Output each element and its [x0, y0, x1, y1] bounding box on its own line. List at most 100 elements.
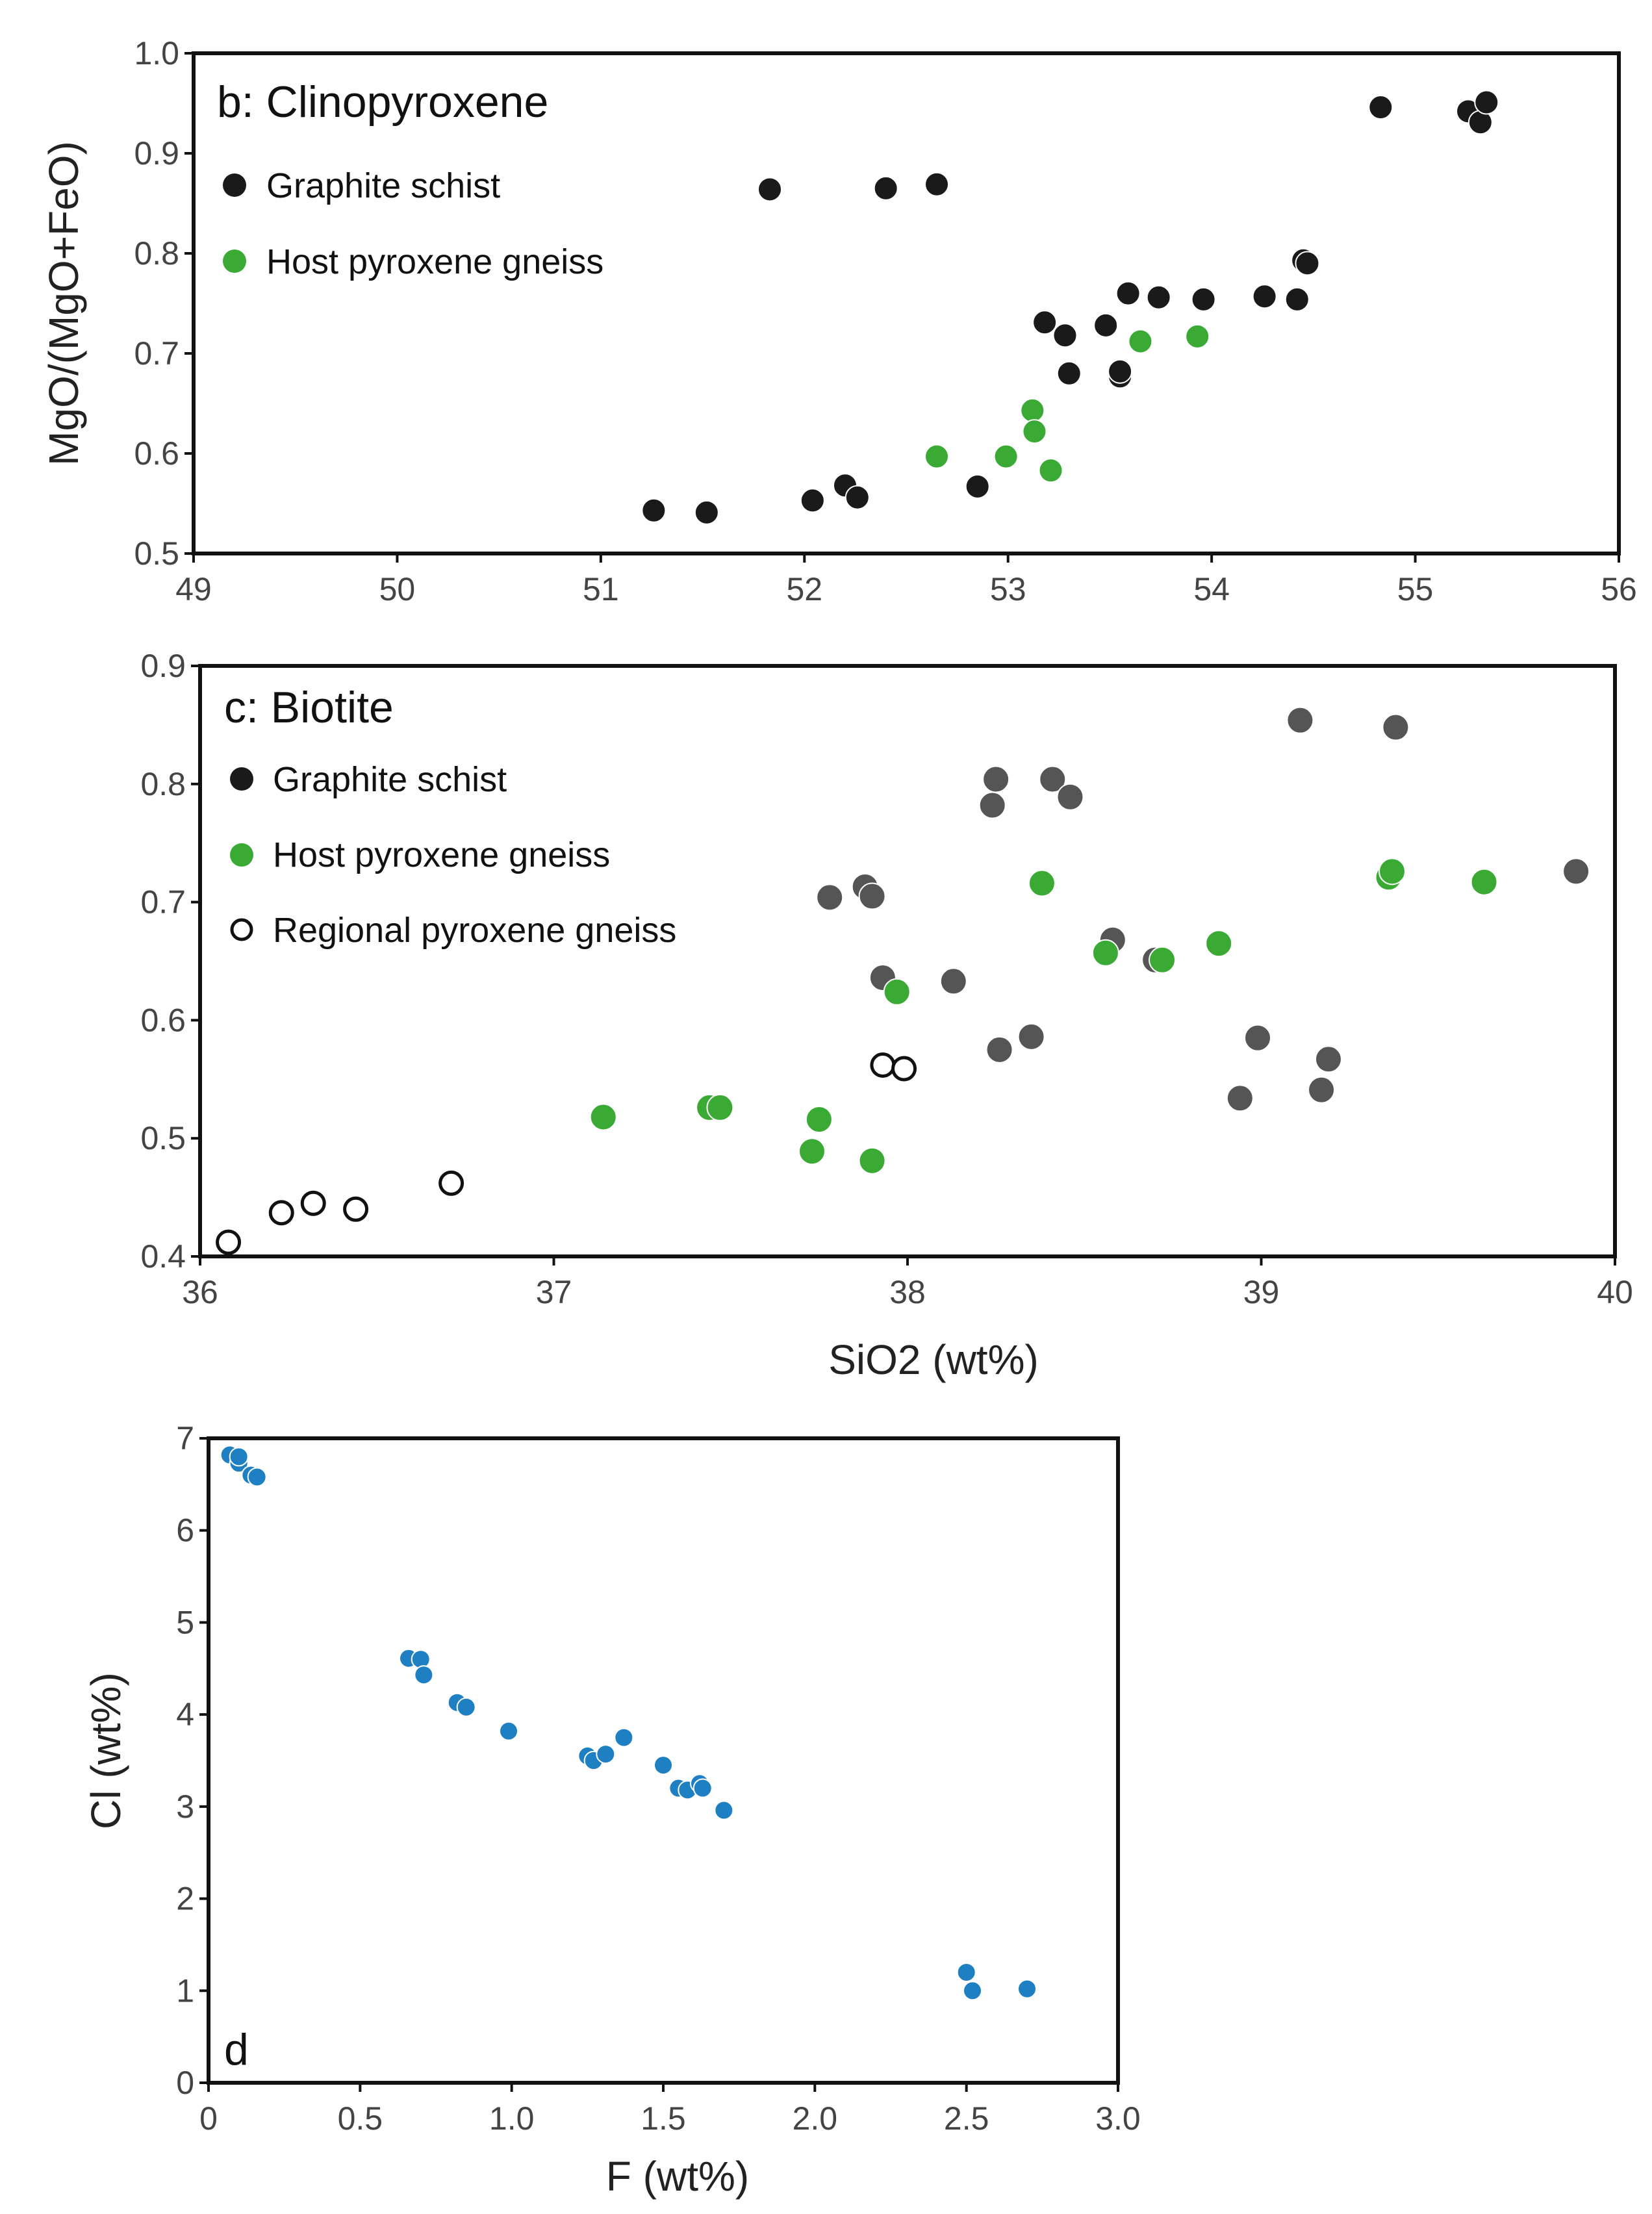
panel-c-point-graphite-schist: [1056, 783, 1084, 811]
panel-c-point-graphite-schist: [816, 884, 844, 911]
panel-d-point-series-0: [654, 1755, 673, 1775]
panel-b-point-host-pyroxene-gneiss: [1128, 329, 1153, 354]
panel-d-y-tick-label: 0: [176, 2065, 194, 2101]
panel-c-point-host-pyroxene-gneiss: [805, 1106, 833, 1134]
panel-c-point-host-pyroxene-gneiss: [798, 1138, 826, 1165]
panel-c-biotite: 36 37 38 39 400.40.50.60.70.80.9 c: Biotite …: [140, 648, 1633, 1383]
panel-b-x-tick-label: 52: [786, 571, 822, 607]
panel-c-point-regional-pyroxene-gneiss: [343, 1196, 369, 1222]
panel-c-point-host-pyroxene-gneiss: [706, 1093, 734, 1121]
panel-c-point-regional-pyroxene-gneiss: [300, 1190, 326, 1216]
panel-c-point-graphite-schist: [1382, 713, 1410, 741]
panel-d-point-series-0: [956, 1962, 976, 1982]
panel-b-title: b: Clinopyroxene: [217, 77, 548, 127]
panel-b-point-host-pyroxene-gneiss: [1185, 324, 1210, 349]
panel-d-cl-vs-f: 0 0.5 1.0 1.5 2.0 2.5 3.0 0 1 2 3 4 5 6 7 d F (wt%) Cl…: [83, 1420, 1141, 2200]
panel-c-legend-marker-host-pyroxene-gneiss: [230, 843, 253, 867]
panel-d-x-tick-label: 0.5: [338, 2100, 383, 2137]
panel-b-points: [641, 90, 1499, 525]
panel-c-point-host-pyroxene-gneiss: [589, 1103, 617, 1131]
panel-b-point-graphite-schist: [1032, 310, 1058, 335]
panel-b-clinopyroxene: 49 50 51 52 53 54 55 56 0.5 0.6 0.7 0.8 0.9 1.0 b: Cl…: [40, 35, 1637, 607]
panel-d-points: [220, 1445, 1037, 2001]
panel-b-legend-label-graphite-schist: Graphite schist: [266, 166, 500, 205]
panel-b-point-graphite-schist: [1284, 286, 1310, 312]
panel-b-frame: [192, 51, 1621, 555]
panel-b-y-tick-label: 0.6: [134, 435, 179, 472]
panel-c-point-graphite-schist: [858, 882, 886, 910]
panel-c-legend-label-graphite-schist: Graphite schist: [273, 760, 507, 799]
panel-c-ticks: 36 37 38 39 40 0.4 0.5 0.6 0.7 0.8 0.9: [140, 648, 1633, 1310]
panel-c-y-tick-label: 0.5: [140, 1120, 186, 1156]
panel-b-point-host-pyroxene-gneiss: [993, 444, 1019, 469]
panel-d-point-series-0: [499, 1721, 518, 1741]
panel-b-y-tick-label: 1.0: [134, 35, 179, 71]
panel-b-point-graphite-schist: [1056, 361, 1082, 386]
panel-c-legend-marker-graphite-schist: [230, 767, 253, 791]
panel-d-x-axis-title: F (wt%): [606, 2153, 749, 2200]
panel-b-ticks: 49 50 51 52 53 54 55 56 0.5 0.6 0.7 0.8 0.9 1.0: [134, 35, 1636, 607]
panel-b-x-tick-label: 53: [990, 571, 1026, 607]
panel-b-point-graphite-schist: [1474, 90, 1499, 115]
panel-b-point-graphite-schist: [924, 172, 950, 197]
panel-b-y-tick-label: 0.5: [134, 535, 179, 572]
panel-b-y-tick-label: 0.9: [134, 135, 179, 172]
panel-c-points: [216, 706, 1590, 1255]
panel-d-point-series-0: [1017, 1979, 1037, 1999]
panel-c-point-graphite-schist: [985, 1036, 1013, 1063]
panel-b-point-graphite-schist: [1108, 359, 1133, 384]
panel-c-point-regional-pyroxene-gneiss: [216, 1229, 242, 1255]
panel-c-frame: [198, 664, 1617, 1258]
panel-d-x-tick-label: 0: [199, 2100, 218, 2137]
panel-d-y-tick-label: 4: [176, 1696, 194, 1733]
panel-c-point-host-pyroxene-gneiss: [1205, 930, 1233, 958]
panel-d-y-tick-label: 6: [176, 1512, 194, 1549]
panel-d-point-series-0: [963, 1981, 982, 2001]
panel-b-x-tick-label: 51: [583, 571, 619, 607]
panel-b-point-graphite-schist: [694, 500, 719, 525]
panel-d-point-series-0: [614, 1727, 634, 1748]
panel-c-legend-label-regional-pyroxene-gneiss: Regional pyroxene gneiss: [273, 911, 676, 950]
panel-c-y-tick-label: 0.9: [140, 648, 186, 684]
panel-c-point-host-pyroxene-gneiss: [1091, 939, 1119, 967]
panel-b-point-graphite-schist: [800, 488, 825, 513]
panel-c-point-graphite-schist: [978, 791, 1006, 819]
panel-b-point-host-pyroxene-gneiss: [1022, 419, 1047, 444]
panel-c-point-graphite-schist: [1017, 1023, 1045, 1050]
panel-d-point-series-0: [414, 1665, 434, 1685]
panel-c-point-graphite-schist: [1244, 1024, 1272, 1052]
panel-b-point-graphite-schist: [1368, 95, 1393, 120]
panel-d-y-tick-label: 7: [176, 1420, 194, 1457]
panel-c-y-tick-label: 0.7: [140, 884, 186, 921]
panel-b-point-graphite-schist: [641, 498, 667, 523]
panel-c-point-graphite-schist: [1562, 858, 1590, 885]
panel-d-y-axis-title: Cl (wt%): [83, 1672, 129, 1829]
panel-d-point-series-0: [714, 1800, 734, 1820]
panel-b-point-graphite-schist: [1252, 284, 1277, 309]
panel-c-point-graphite-schist: [1308, 1076, 1336, 1104]
panel-d-x-tick-label: 2.5: [944, 2100, 989, 2137]
panel-b-legend-marker-graphite-schist: [223, 173, 246, 197]
panel-d-point-series-0: [411, 1649, 431, 1670]
panel-c-point-regional-pyroxene-gneiss: [870, 1052, 896, 1078]
panel-b-legend-marker-host-pyroxene-gneiss: [223, 249, 246, 273]
panel-d-x-tick-label: 1.0: [489, 2100, 535, 2137]
panel-b-point-graphite-schist: [1093, 312, 1119, 338]
panel-c-point-host-pyroxene-gneiss: [1378, 858, 1406, 885]
panel-c-point-graphite-schist: [939, 967, 967, 995]
panel-b-point-graphite-schist: [1191, 286, 1216, 312]
panel-c-point-graphite-schist: [1286, 706, 1314, 734]
panel-c-point-graphite-schist: [1314, 1045, 1342, 1073]
panel-d-y-tick-label: 5: [176, 1604, 194, 1640]
panel-c-point-host-pyroxene-gneiss: [1149, 946, 1176, 974]
panel-c-x-tick-label: 38: [889, 1274, 926, 1310]
panel-c-x-axis-title: SiO2 (wt%): [828, 1336, 1039, 1383]
panel-b-point-graphite-schist: [965, 474, 990, 499]
panel-c-y-tick-label: 0.8: [140, 766, 186, 802]
panel-c-legend-label-host-pyroxene-gneiss: Host pyroxene gneiss: [273, 835, 610, 874]
panel-b-x-tick-label: 49: [175, 571, 212, 607]
panel-c-point-host-pyroxene-gneiss: [858, 1147, 886, 1175]
panel-b-point-graphite-schist: [1146, 285, 1171, 310]
panel-b-x-tick-label: 55: [1397, 571, 1434, 607]
